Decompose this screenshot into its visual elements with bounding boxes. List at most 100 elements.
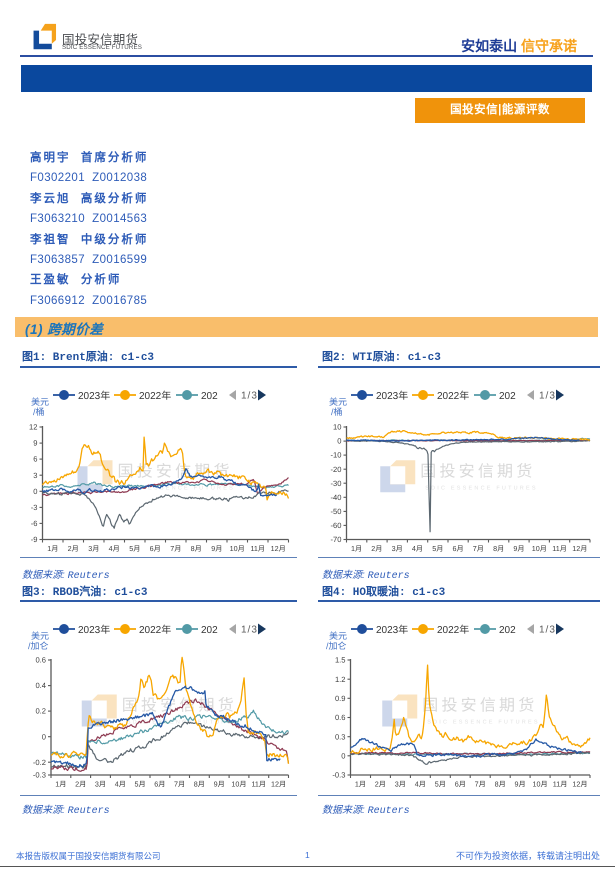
svg-text:4月: 4月 [415,780,426,789]
svg-text:美元: 美元 [329,397,347,407]
svg-text:6月: 6月 [453,544,464,553]
svg-text:4月: 4月 [109,544,120,553]
svg-text:9月: 9月 [515,780,526,789]
svg-text:9月: 9月 [211,544,222,553]
svg-text:-6: -6 [31,519,38,528]
svg-text:12月: 12月 [271,780,286,789]
svg-text:11月: 11月 [251,780,266,789]
svg-text:8月: 8月 [191,544,202,553]
svg-text:-10: -10 [331,451,342,460]
svg-text:1/3: 1/3 [241,391,258,402]
svg-text:12月: 12月 [271,544,286,553]
svg-text:202: 202 [499,625,516,636]
svg-text:8月: 8月 [495,780,506,789]
svg-text:/加仑: /加仑 [326,641,347,651]
svg-text:6月: 6月 [455,780,466,789]
svg-text:1/3: 1/3 [241,625,258,636]
svg-text:2月: 2月 [375,780,386,789]
svg-text:SDIC ESSENCE FUTURES: SDIC ESSENCE FUTURES [425,485,537,491]
svg-text:5月: 5月 [435,780,446,789]
svg-text:0.4: 0.4 [35,681,46,690]
svg-text:1月: 1月 [355,780,366,789]
svg-text:-30: -30 [331,479,342,488]
svg-text:10月: 10月 [230,544,245,553]
svg-text:11月: 11月 [250,544,265,553]
svg-text:2023年: 2023年 [78,390,110,402]
svg-text:1月: 1月 [55,780,66,789]
svg-text:9月: 9月 [214,780,225,789]
svg-text:国投安信期货: 国投安信期货 [118,462,233,480]
svg-text:0: 0 [337,437,341,446]
svg-text:7月: 7月 [475,780,486,789]
svg-text:-9: -9 [31,535,38,544]
svg-text:9月: 9月 [513,544,524,553]
svg-text:/桶: /桶 [331,407,343,417]
svg-text:202: 202 [201,625,218,636]
svg-text:5月: 5月 [432,544,443,553]
svg-text:0.2: 0.2 [35,707,46,716]
svg-text:3月: 3月 [88,544,99,553]
svg-text:6月: 6月 [154,780,165,789]
svg-text:2023年: 2023年 [78,624,110,636]
svg-text:10月: 10月 [231,780,246,789]
svg-text:2022年: 2022年 [437,624,469,636]
svg-text:-0.3: -0.3 [332,771,345,780]
svg-text:SDIC ESSENCE FUTURES: SDIC ESSENCE FUTURES [123,485,235,491]
svg-text:12: 12 [29,423,37,432]
svg-text:2023年: 2023年 [376,624,408,636]
svg-text:-50: -50 [331,507,342,516]
svg-text:美元: 美元 [329,631,347,641]
svg-text:美元: 美元 [31,397,49,407]
svg-text:2022年: 2022年 [437,390,469,402]
svg-text:11月: 11月 [552,544,567,553]
svg-text:8月: 8月 [194,780,205,789]
svg-text:11月: 11月 [553,780,568,789]
svg-text:/加仑: /加仑 [28,641,49,651]
svg-text:美元: 美元 [31,631,49,641]
svg-text:202: 202 [201,391,218,402]
svg-text:7月: 7月 [473,544,484,553]
svg-text:2023年: 2023年 [376,390,408,402]
svg-text:-20: -20 [331,465,342,474]
svg-text:2月: 2月 [75,780,86,789]
svg-text:-0.2: -0.2 [33,758,46,767]
svg-text:2022年: 2022年 [139,624,171,636]
svg-text:-70: -70 [331,535,342,544]
svg-text:SDIC ESSENCE FUTURES: SDIC ESSENCE FUTURES [427,720,539,726]
svg-text:国投安信期货: 国投安信期货 [420,462,535,480]
svg-text:3月: 3月 [395,780,406,789]
svg-text:12月: 12月 [572,780,587,789]
svg-text:/桶: /桶 [33,407,45,417]
svg-text:10: 10 [333,423,341,432]
svg-text:8月: 8月 [493,544,504,553]
svg-text:2月: 2月 [371,544,382,553]
svg-text:6月: 6月 [150,544,161,553]
svg-text:0: 0 [33,487,37,496]
svg-text:4月: 4月 [412,544,423,553]
svg-text:7月: 7月 [174,780,185,789]
svg-text:6: 6 [33,455,37,464]
svg-text:-60: -60 [331,521,342,530]
svg-text:10月: 10月 [532,544,547,553]
svg-text:2022年: 2022年 [139,390,171,402]
svg-text:0.6: 0.6 [35,656,46,665]
svg-text:1.5: 1.5 [335,656,346,665]
svg-text:3: 3 [33,471,37,480]
svg-text:1.2: 1.2 [335,675,346,684]
svg-text:SDIC ESSENCE FUTURES: SDIC ESSENCE FUTURES [127,720,239,726]
svg-text:国投安信期货: 国投安信期货 [122,697,237,715]
svg-text:9: 9 [33,439,37,448]
svg-text:-40: -40 [331,493,342,502]
svg-text:2月: 2月 [68,544,79,553]
svg-text:1月: 1月 [47,544,58,553]
svg-text:202: 202 [499,391,516,402]
svg-text:10月: 10月 [533,780,548,789]
svg-text:0: 0 [341,751,345,760]
svg-text:5月: 5月 [135,780,146,789]
svg-text:国投安信期货: 国投安信期货 [422,697,537,715]
svg-text:1/3: 1/3 [539,391,556,402]
svg-text:12月: 12月 [572,544,587,553]
svg-text:-3: -3 [31,503,38,512]
svg-text:0.6: 0.6 [335,713,346,722]
svg-text:-0.3: -0.3 [33,771,46,780]
